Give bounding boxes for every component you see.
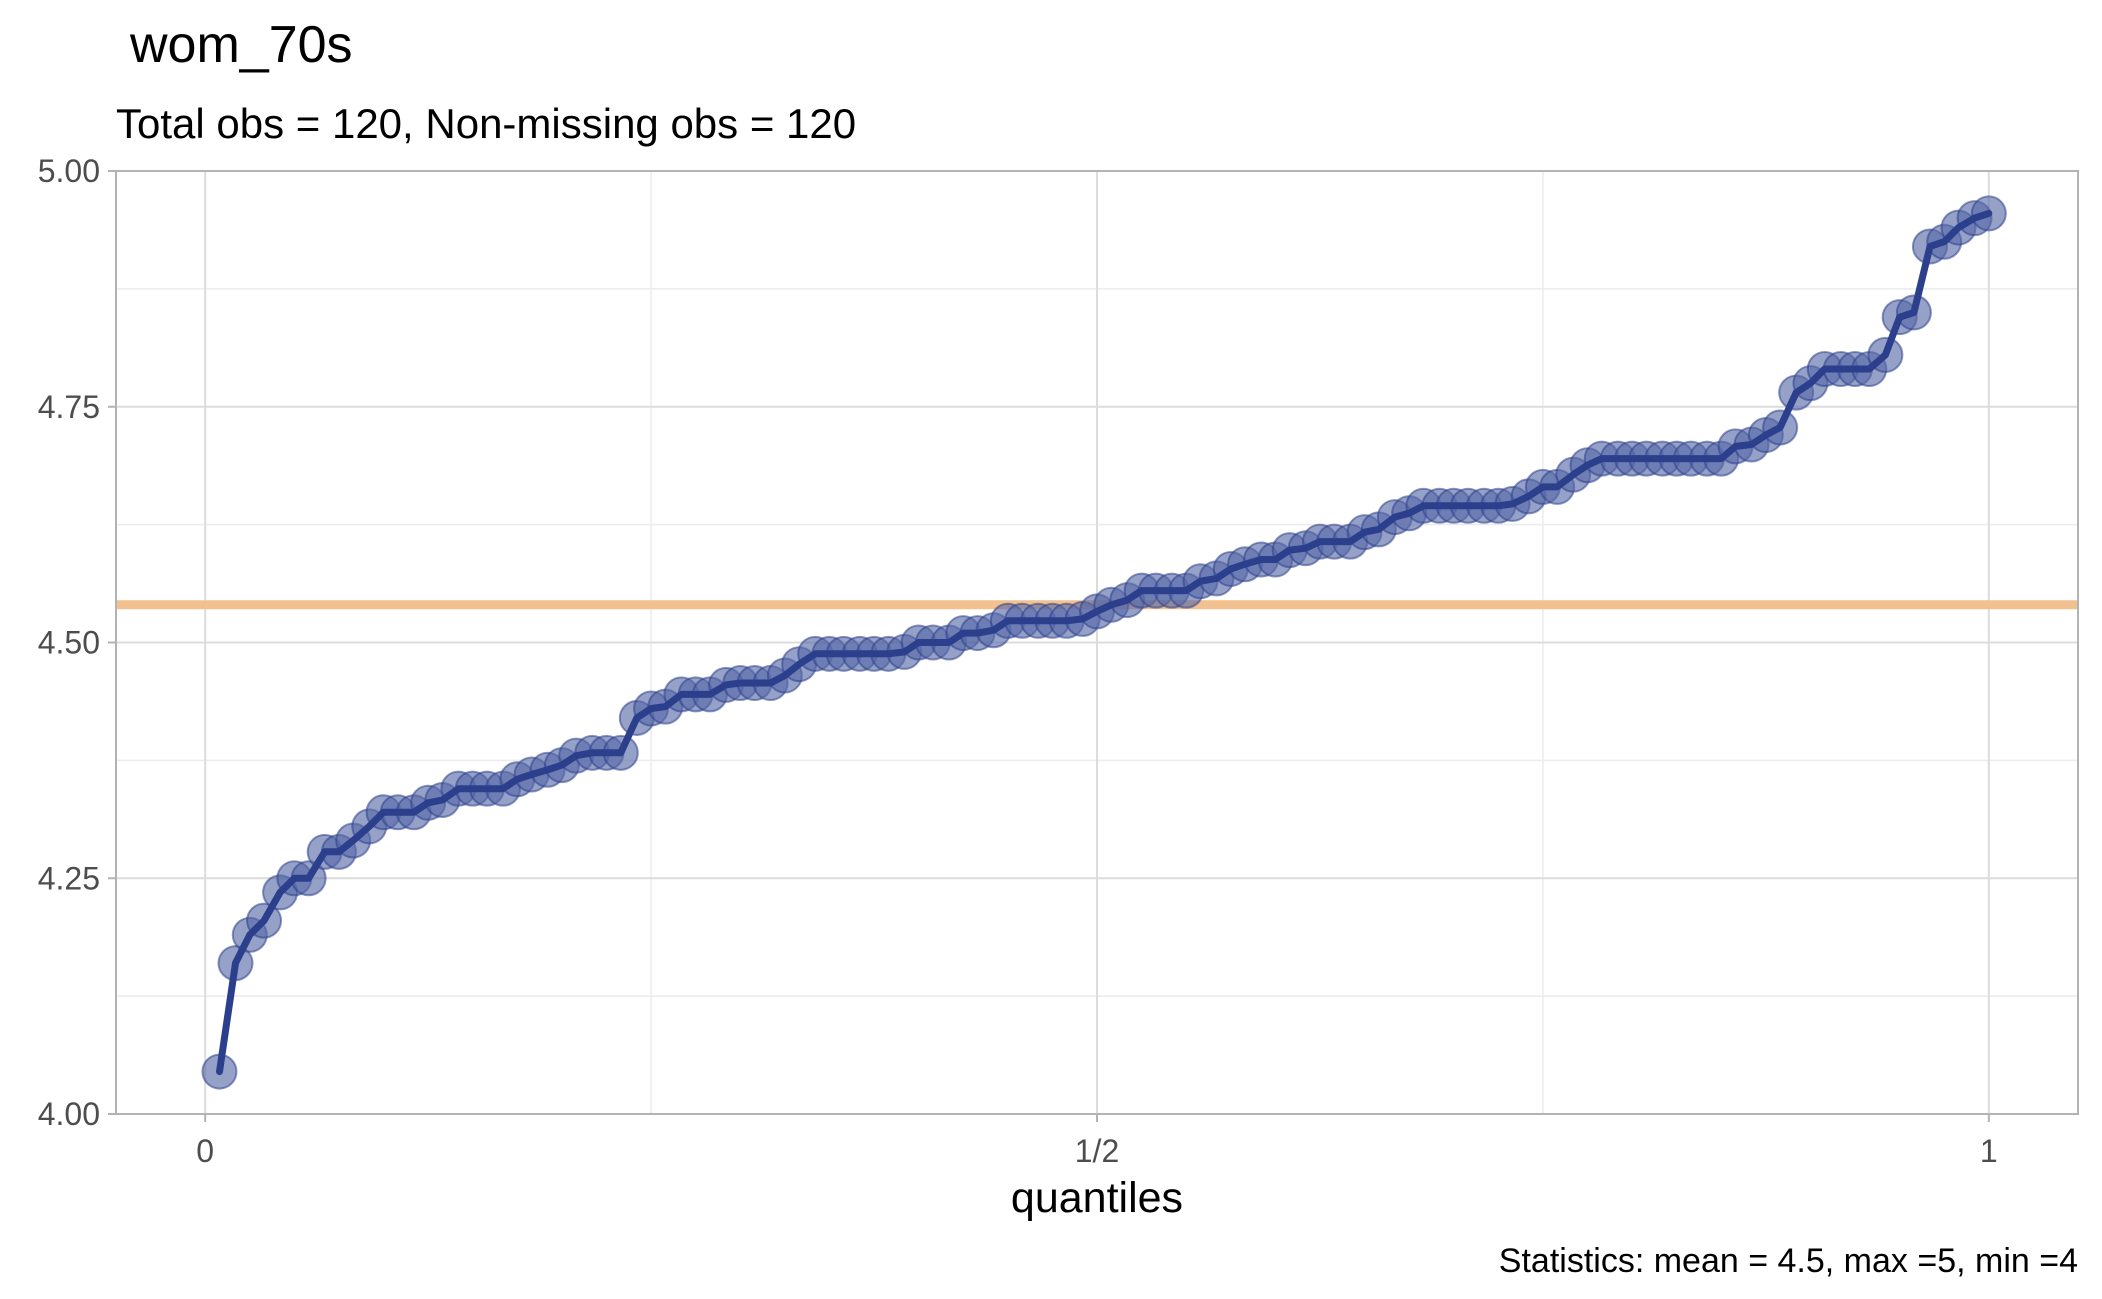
x-tick-label: 1/2 — [1075, 1133, 1119, 1169]
y-tick-label: 4.75 — [38, 389, 100, 425]
x-axis-ticks: 0 1/2 1 — [196, 1114, 1998, 1169]
chart-subtitle: Total obs = 120, Non-missing obs = 120 — [116, 100, 856, 147]
y-tick-label: 4.00 — [38, 1096, 100, 1132]
y-axis-ticks: 4.00 4.25 4.50 4.75 5.00 — [38, 153, 116, 1132]
x-tick-label: 0 — [196, 1133, 214, 1169]
chart-title: wom_70s — [129, 16, 353, 74]
y-tick-label: 4.25 — [38, 860, 100, 896]
statistics-caption: Statistics: mean = 4.5, max =5, min =4 — [1499, 1242, 2078, 1280]
major-gridlines — [116, 170, 2078, 1115]
x-tick-label: 1 — [1980, 1133, 1998, 1169]
series-line — [216, 209, 1993, 1076]
y-tick-label: 5.00 — [38, 153, 100, 189]
series-line-group — [216, 209, 1993, 1076]
x-axis-title: quantiles — [1011, 1174, 1183, 1222]
y-tick-label: 4.50 — [38, 625, 100, 661]
